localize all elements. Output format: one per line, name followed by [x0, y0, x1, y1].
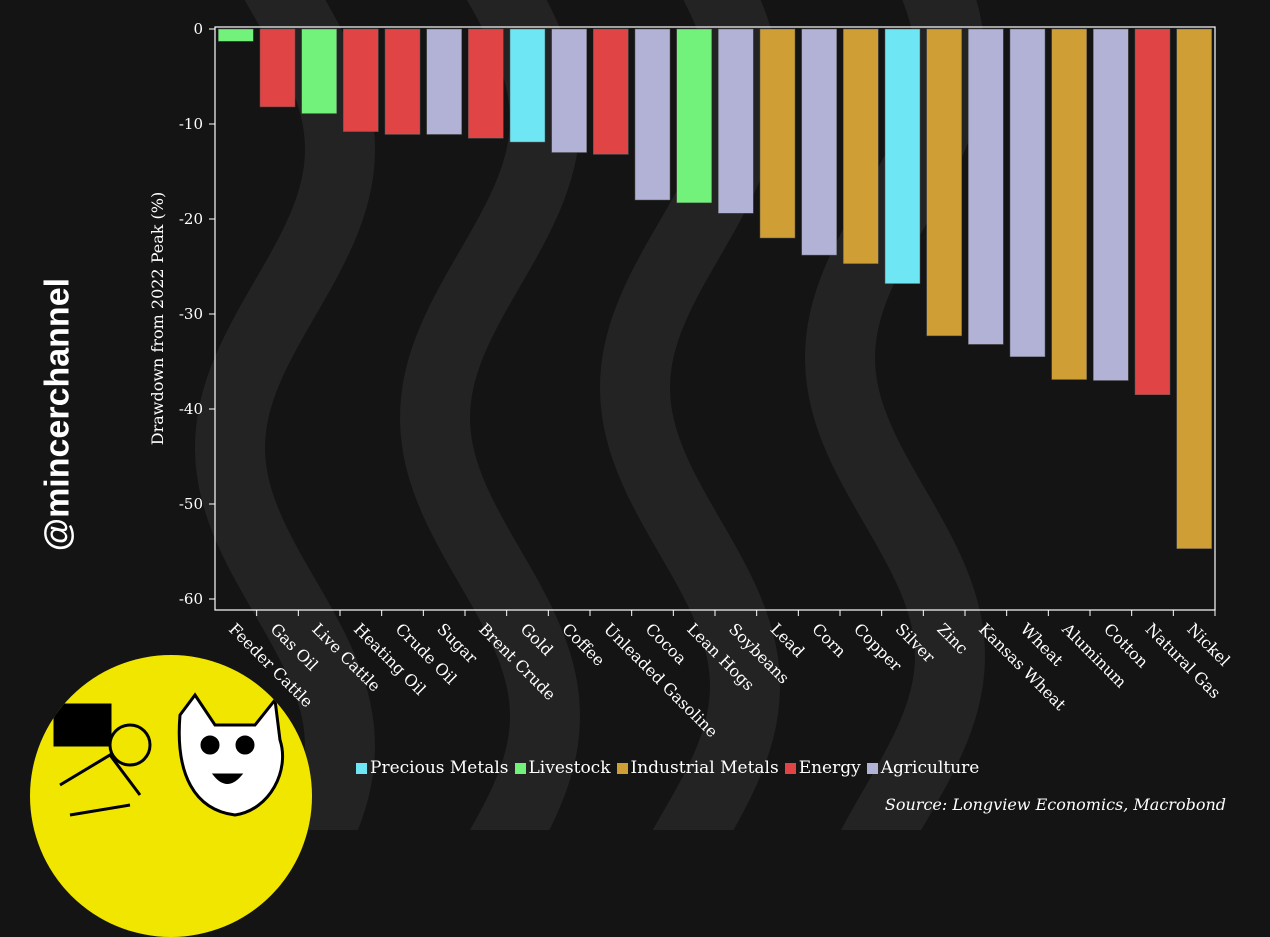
y-tick-label: 0: [193, 20, 203, 38]
bar-aluminum: [1051, 28, 1087, 380]
bar-unleaded-gasoline: [593, 28, 629, 155]
bar-gold: [509, 28, 546, 143]
y-tick-label: -40: [179, 400, 203, 418]
x-tick-label: Corn: [808, 619, 850, 661]
background-wave: [195, 0, 376, 830]
bar-lean-hogs: [676, 28, 712, 204]
bar-silver: [884, 28, 921, 284]
bar-kansas-wheat: [968, 28, 1004, 345]
legend-item: Precious Metals: [356, 758, 509, 778]
legend-label: Energy: [798, 758, 861, 778]
bar-natural-gas: [1134, 28, 1171, 395]
legend-item: Energy: [784, 758, 861, 778]
mincer-cat-logo-icon: [53, 692, 285, 817]
y-tick-label: -10: [179, 115, 203, 133]
bar-lead: [759, 28, 796, 239]
bar-cocoa: [634, 28, 671, 201]
bar-nickel: [1176, 28, 1212, 549]
bar-feeder-cattle: [218, 28, 254, 42]
bar-brent-crude: [468, 28, 504, 139]
y-axis-label: Drawdown from 2022 Peak (%): [148, 192, 167, 445]
bar-live-cattle: [301, 28, 337, 114]
bar-crude-oil: [384, 28, 421, 135]
legend-label: Agriculture: [880, 758, 980, 778]
legend-swatch: [866, 762, 878, 774]
legend-swatch: [356, 762, 367, 774]
bar-wheat: [1009, 28, 1046, 357]
legend-label: Industrial Metals: [630, 758, 779, 778]
legend-label: Precious Metals: [370, 758, 509, 778]
bar-chart: 0 -10 -20 -30 -40 -50 -60 Drawdown from 2022 Pe…: [148, 20, 1234, 741]
legend-item: Industrial Metals: [616, 758, 779, 778]
bar-gas-oil: [259, 28, 296, 108]
legend-item: Livestock: [514, 758, 611, 778]
legend-item: Agriculture: [866, 758, 980, 778]
bar-sugar: [426, 28, 462, 135]
chart-legend: Precious Metals Livestock Industrial Metal…: [356, 758, 979, 778]
bar-soybeans: [718, 28, 754, 214]
y-tick-label: -20: [179, 210, 203, 228]
legend-swatch: [784, 762, 796, 774]
source-note: Source: Longview Economics, Macrobond: [884, 795, 1226, 814]
bar-copper: [843, 28, 879, 264]
bar-heating-oil: [343, 28, 379, 132]
legend-swatch: [616, 762, 628, 774]
bar-cotton: [1093, 28, 1129, 381]
bar-zinc: [926, 28, 962, 337]
watermark: @mincerchannel: [38, 277, 77, 552]
bar-coffee: [551, 28, 587, 153]
legend-swatch: [514, 762, 526, 774]
y-tick-label: -60: [179, 590, 203, 608]
x-tick-label: Coffee: [558, 619, 608, 669]
legend-label: Livestock: [528, 758, 611, 778]
y-tick-label: -30: [179, 305, 203, 323]
bar-corn: [801, 28, 837, 256]
mincer-logo: [30, 655, 312, 937]
y-tick-label: -50: [179, 495, 203, 513]
